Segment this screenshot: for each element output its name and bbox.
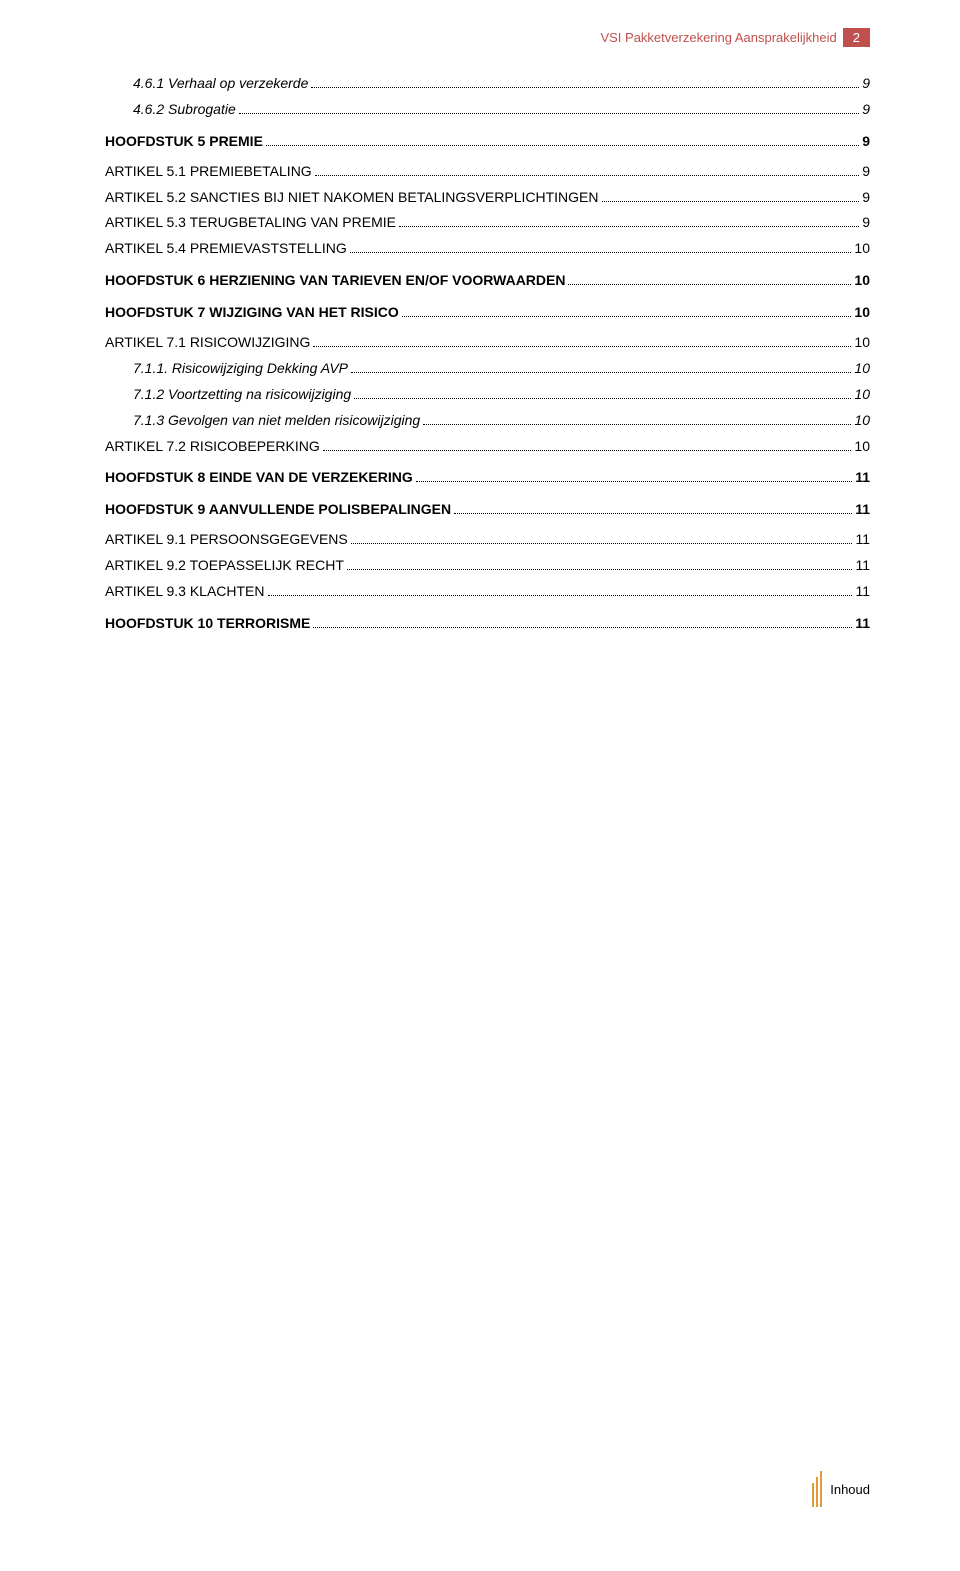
toc-leader-dots — [602, 192, 860, 202]
toc-entry: 7.1.3 Gevolgen van niet melden risicowij… — [105, 408, 870, 434]
toc-entry: ARTIKEL 5.2 SANCTIES BIJ NIET NAKOMEN BE… — [105, 185, 870, 211]
toc-entry-page: 11 — [855, 579, 870, 605]
page-footer: Inhoud — [812, 1471, 870, 1507]
footer-bar — [816, 1477, 818, 1507]
toc-leader-dots — [568, 275, 851, 285]
toc-leader-dots — [268, 586, 853, 596]
toc-entry-label: HOOFDSTUK 10 TERRORISME — [105, 611, 310, 637]
toc-leader-dots — [313, 337, 851, 347]
toc-entry: HOOFDSTUK 5 PREMIE 9 — [105, 129, 870, 155]
toc-entry-label: ARTIKEL 9.1 PERSOONSGEGEVENS — [105, 527, 348, 553]
toc-entry: 4.6.1 Verhaal op verzekerde 9 — [105, 71, 870, 97]
toc-entry-label: HOOFDSTUK 6 HERZIENING VAN TARIEVEN EN/O… — [105, 268, 565, 294]
toc-entry: HOOFDSTUK 9 AANVULLENDE POLISBEPALINGEN … — [105, 497, 870, 523]
toc-entry: 7.1.1. Risicowijziging Dekking AVP 10 — [105, 356, 870, 382]
toc-entry-page: 11 — [855, 611, 870, 637]
header-title: VSI Pakketverzekering Aansprakelijkheid — [600, 30, 836, 45]
document-page: VSI Pakketverzekering Aansprakelijkheid … — [0, 0, 960, 1571]
toc-entry-label: ARTIKEL 5.2 SANCTIES BIJ NIET NAKOMEN BE… — [105, 185, 599, 211]
toc-leader-dots — [402, 307, 852, 317]
toc-entry-label: ARTIKEL 5.4 PREMIEVASTSTELLING — [105, 236, 347, 262]
toc-entry-page: 10 — [854, 382, 870, 408]
toc-entry-page: 9 — [862, 129, 870, 155]
toc-leader-dots — [423, 415, 851, 425]
toc-entry-page: 9 — [862, 210, 870, 236]
footer-label: Inhoud — [830, 1482, 870, 1497]
toc-entry: HOOFDSTUK 8 EINDE VAN DE VERZEKERING 11 — [105, 465, 870, 491]
toc-entry-page: 9 — [862, 185, 870, 211]
toc-entry-page: 10 — [854, 236, 870, 262]
toc-entry: ARTIKEL 5.4 PREMIEVASTSTELLING 10 — [105, 236, 870, 262]
toc-leader-dots — [416, 473, 852, 483]
footer-bar — [812, 1483, 814, 1507]
toc-entry: HOOFDSTUK 7 WIJZIGING VAN HET RISICO 10 — [105, 300, 870, 326]
toc-leader-dots — [323, 441, 852, 451]
toc-entry: 4.6.2 Subrogatie 9 — [105, 97, 870, 123]
toc-entry: HOOFDSTUK 6 HERZIENING VAN TARIEVEN EN/O… — [105, 268, 870, 294]
toc-entry-page: 11 — [855, 527, 870, 553]
footer-bars-icon — [812, 1471, 822, 1507]
toc-entry-label: HOOFDSTUK 5 PREMIE — [105, 129, 263, 155]
toc-leader-dots — [266, 136, 859, 146]
toc-leader-dots — [313, 618, 852, 628]
toc-entry-page: 11 — [855, 465, 870, 491]
table-of-contents: 4.6.1 Verhaal op verzekerde 94.6.2 Subro… — [105, 71, 870, 637]
page-header: VSI Pakketverzekering Aansprakelijkheid … — [105, 28, 870, 47]
toc-leader-dots — [350, 244, 852, 254]
toc-entry: ARTIKEL 9.2 TOEPASSELIJK RECHT 11 — [105, 553, 870, 579]
toc-entry-page: 10 — [854, 356, 870, 382]
toc-entry: HOOFDSTUK 10 TERRORISME 11 — [105, 611, 870, 637]
toc-entry-label: 7.1.1. Risicowijziging Dekking AVP — [133, 356, 348, 382]
page-number-badge: 2 — [843, 28, 870, 47]
toc-leader-dots — [351, 534, 853, 544]
toc-leader-dots — [354, 389, 851, 399]
toc-entry-label: ARTIKEL 7.2 RISICOBEPERKING — [105, 434, 320, 460]
toc-entry-label: ARTIKEL 9.2 TOEPASSELIJK RECHT — [105, 553, 344, 579]
toc-entry-label: ARTIKEL 7.1 RISICOWIJZIGING — [105, 330, 310, 356]
footer-bar — [820, 1471, 822, 1507]
toc-leader-dots — [351, 363, 851, 373]
toc-entry: ARTIKEL 9.3 KLACHTEN 11 — [105, 579, 870, 605]
toc-entry: ARTIKEL 5.1 PREMIEBETALING 9 — [105, 159, 870, 185]
toc-entry-label: HOOFDSTUK 7 WIJZIGING VAN HET RISICO — [105, 300, 399, 326]
toc-entry-label: HOOFDSTUK 8 EINDE VAN DE VERZEKERING — [105, 465, 413, 491]
toc-leader-dots — [311, 78, 859, 88]
toc-entry-page: 10 — [854, 300, 870, 326]
toc-entry-label: 7.1.3 Gevolgen van niet melden risicowij… — [133, 408, 420, 434]
toc-entry: ARTIKEL 7.1 RISICOWIJZIGING 10 — [105, 330, 870, 356]
toc-entry-label: ARTIKEL 5.3 TERUGBETALING VAN PREMIE — [105, 210, 396, 236]
toc-entry: ARTIKEL 7.2 RISICOBEPERKING 10 — [105, 434, 870, 460]
toc-entry-page: 9 — [862, 71, 870, 97]
toc-entry-page: 10 — [854, 408, 870, 434]
toc-leader-dots — [454, 505, 852, 515]
toc-leader-dots — [315, 166, 860, 176]
toc-entry-page: 9 — [862, 159, 870, 185]
toc-entry: ARTIKEL 5.3 TERUGBETALING VAN PREMIE 9 — [105, 210, 870, 236]
toc-entry-label: HOOFDSTUK 9 AANVULLENDE POLISBEPALINGEN — [105, 497, 451, 523]
toc-entry-label: 7.1.2 Voortzetting na risicowijziging — [133, 382, 351, 408]
toc-leader-dots — [347, 560, 853, 570]
toc-entry-label: ARTIKEL 9.3 KLACHTEN — [105, 579, 265, 605]
toc-entry-page: 10 — [854, 330, 870, 356]
toc-entry-page: 9 — [862, 97, 870, 123]
toc-leader-dots — [399, 218, 859, 228]
toc-entry: ARTIKEL 9.1 PERSOONSGEGEVENS 11 — [105, 527, 870, 553]
toc-entry-label: 4.6.2 Subrogatie — [133, 97, 236, 123]
toc-entry-page: 11 — [855, 497, 870, 523]
toc-entry: 7.1.2 Voortzetting na risicowijziging 10 — [105, 382, 870, 408]
toc-entry-page: 10 — [854, 434, 870, 460]
toc-entry-label: 4.6.1 Verhaal op verzekerde — [133, 71, 308, 97]
toc-entry-page: 11 — [855, 553, 870, 579]
toc-entry-label: ARTIKEL 5.1 PREMIEBETALING — [105, 159, 312, 185]
toc-leader-dots — [239, 104, 859, 114]
toc-entry-page: 10 — [854, 268, 870, 294]
